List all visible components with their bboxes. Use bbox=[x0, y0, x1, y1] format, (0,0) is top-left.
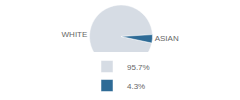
svg-text:WHITE: WHITE bbox=[62, 30, 88, 39]
svg-text:95.7%: 95.7% bbox=[127, 63, 150, 72]
svg-text:4.3%: 4.3% bbox=[127, 82, 145, 91]
svg-text:ASIAN: ASIAN bbox=[155, 34, 179, 43]
